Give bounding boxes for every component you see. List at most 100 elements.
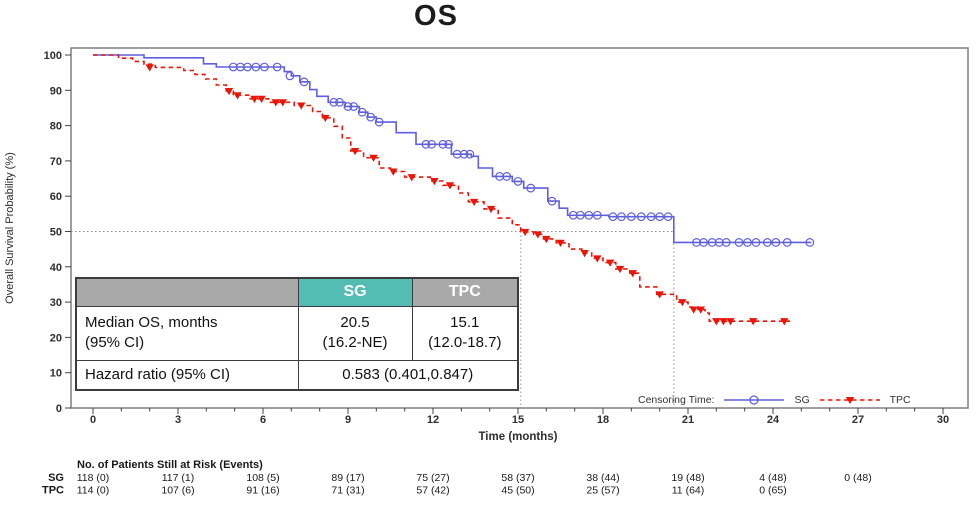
censor-mark-tpc bbox=[556, 239, 565, 247]
censor-mark-sg bbox=[285, 71, 295, 81]
censor-mark-sg bbox=[374, 117, 384, 127]
censor-mark-sg bbox=[465, 149, 475, 159]
censor-mark-tpc bbox=[369, 154, 378, 162]
censor-mark-sg bbox=[438, 139, 448, 149]
censor-mark-tpc bbox=[271, 99, 280, 107]
censor-mark-sg bbox=[762, 238, 772, 247]
x-tick-label: 24 bbox=[767, 414, 780, 426]
risk-value: 71 (31) bbox=[331, 485, 364, 497]
censor-mark-sg bbox=[260, 62, 269, 72]
risk-value: 4 (48) bbox=[759, 472, 786, 484]
y-tick-label: 70 bbox=[50, 156, 62, 168]
tpc-line-sample bbox=[819, 397, 880, 404]
inset-header-tpc: TPC bbox=[411, 277, 519, 307]
x-tick-label: 18 bbox=[597, 414, 609, 426]
y-tick-label: 60 bbox=[50, 191, 62, 203]
km-curve-sg bbox=[93, 54, 812, 244]
legend-prefix: Censoring Time: bbox=[638, 394, 715, 406]
median-os-tpc-value: 15.1 (12.0-18.7) bbox=[411, 305, 519, 361]
censor-mark-tpc bbox=[469, 198, 479, 207]
risk-table-title: No. of Patients Still at Risk (Events) bbox=[77, 459, 263, 471]
y-tick-label: 40 bbox=[50, 262, 62, 274]
censor-mark-tpc bbox=[407, 174, 416, 182]
censor-mark-sg bbox=[513, 176, 523, 186]
median-os-sg-value: 20.5 (16.2-NE) bbox=[297, 305, 413, 361]
x-axis-label: Time (months) bbox=[478, 431, 557, 443]
censor-mark-tpc bbox=[278, 99, 288, 107]
censor-mark-sg bbox=[771, 238, 781, 247]
risk-value: 0 (48) bbox=[844, 472, 871, 484]
censor-mark-sg bbox=[699, 238, 708, 247]
censor-mark-tpc bbox=[605, 259, 615, 267]
censor-mark-sg bbox=[721, 238, 731, 247]
censor-mark-tpc bbox=[689, 306, 698, 314]
inset-header-sg: SG bbox=[297, 277, 413, 307]
censoring-legend: Censoring Time: SG TPC bbox=[638, 392, 911, 408]
censor-mark-sg bbox=[502, 172, 512, 181]
censor-mark-tpc bbox=[628, 270, 637, 278]
risk-value: 117 (1) bbox=[162, 472, 195, 484]
censor-mark-tpc bbox=[748, 318, 758, 326]
censor-mark-tpc bbox=[297, 102, 306, 110]
censor-mark-tpc bbox=[224, 88, 234, 96]
inset-hazard-row: Hazard ratio (95% CI) 0.583 (0.401,0.847… bbox=[75, 359, 519, 391]
censor-mark-tpc bbox=[145, 64, 154, 72]
x-tick-label: 21 bbox=[682, 414, 694, 426]
censor-mark-tpc bbox=[257, 95, 266, 103]
plot-frame bbox=[70, 47, 969, 409]
censor-mark-tpc bbox=[696, 306, 705, 314]
censor-mark-sg bbox=[243, 62, 252, 72]
censor-mark-tpc bbox=[719, 318, 728, 326]
censor-mark-tpc bbox=[233, 92, 242, 100]
y-tick-label: 20 bbox=[50, 332, 62, 344]
risk-value: 91 (16) bbox=[246, 485, 279, 497]
censor-mark-sg bbox=[421, 139, 431, 149]
inset-corner-cell bbox=[75, 277, 299, 307]
legend-tpc-label: TPC bbox=[889, 394, 911, 406]
censor-mark-tpc bbox=[655, 291, 664, 299]
risk-value: 108 (5) bbox=[246, 472, 279, 484]
x-tick-label: 27 bbox=[852, 414, 864, 426]
y-tick-label: 30 bbox=[50, 297, 62, 309]
risk-row-label: TPC bbox=[42, 485, 64, 497]
censor-mark-tpc bbox=[430, 178, 439, 186]
x-tick-label: 15 bbox=[512, 414, 524, 426]
censor-mark-tpc bbox=[593, 255, 602, 263]
risk-value: 75 (27) bbox=[416, 472, 449, 484]
censor-mark-tpc bbox=[615, 265, 625, 274]
censor-mark-sg bbox=[444, 139, 453, 149]
censor-mark-sg bbox=[734, 238, 744, 247]
censor-mark-sg bbox=[636, 212, 646, 222]
y-tick-label: 0 bbox=[56, 403, 62, 415]
risk-value: 114 (0) bbox=[77, 485, 110, 497]
y-tick-label: 50 bbox=[50, 227, 62, 239]
censor-mark-sg bbox=[335, 97, 344, 107]
risk-value: 38 (44) bbox=[586, 472, 619, 484]
censor-mark-sg bbox=[751, 238, 761, 247]
censor-mark-tpc bbox=[542, 235, 551, 244]
censor-mark-sg bbox=[329, 97, 339, 107]
risk-value: 118 (0) bbox=[77, 472, 110, 484]
censor-mark-sg bbox=[617, 212, 626, 222]
inset-median-row: Median OS, months (95% CI) 20.5 (16.2-NE… bbox=[75, 305, 519, 361]
censor-mark-sg bbox=[526, 183, 536, 193]
censor-mark-sg bbox=[592, 210, 602, 220]
censor-mark-sg bbox=[608, 212, 618, 222]
censor-mark-sg bbox=[427, 139, 436, 149]
x-tick-label: 6 bbox=[260, 414, 266, 426]
censor-mark-tpc bbox=[580, 250, 589, 258]
censor-mark-sg bbox=[272, 62, 282, 72]
censor-mark-sg bbox=[299, 77, 309, 87]
censor-mark-tpc bbox=[726, 318, 735, 326]
y-tick-label: 100 bbox=[44, 50, 62, 62]
sg-censor-circle-icon bbox=[749, 395, 760, 405]
censor-mark-sg bbox=[366, 112, 376, 122]
censor-mark-sg bbox=[626, 212, 636, 222]
risk-value: 58 (37) bbox=[501, 472, 534, 484]
x-tick-label: 3 bbox=[175, 414, 181, 426]
censor-mark-sg bbox=[547, 196, 557, 206]
censor-mark-sg bbox=[782, 238, 792, 247]
legend-sg-label: SG bbox=[794, 394, 810, 406]
